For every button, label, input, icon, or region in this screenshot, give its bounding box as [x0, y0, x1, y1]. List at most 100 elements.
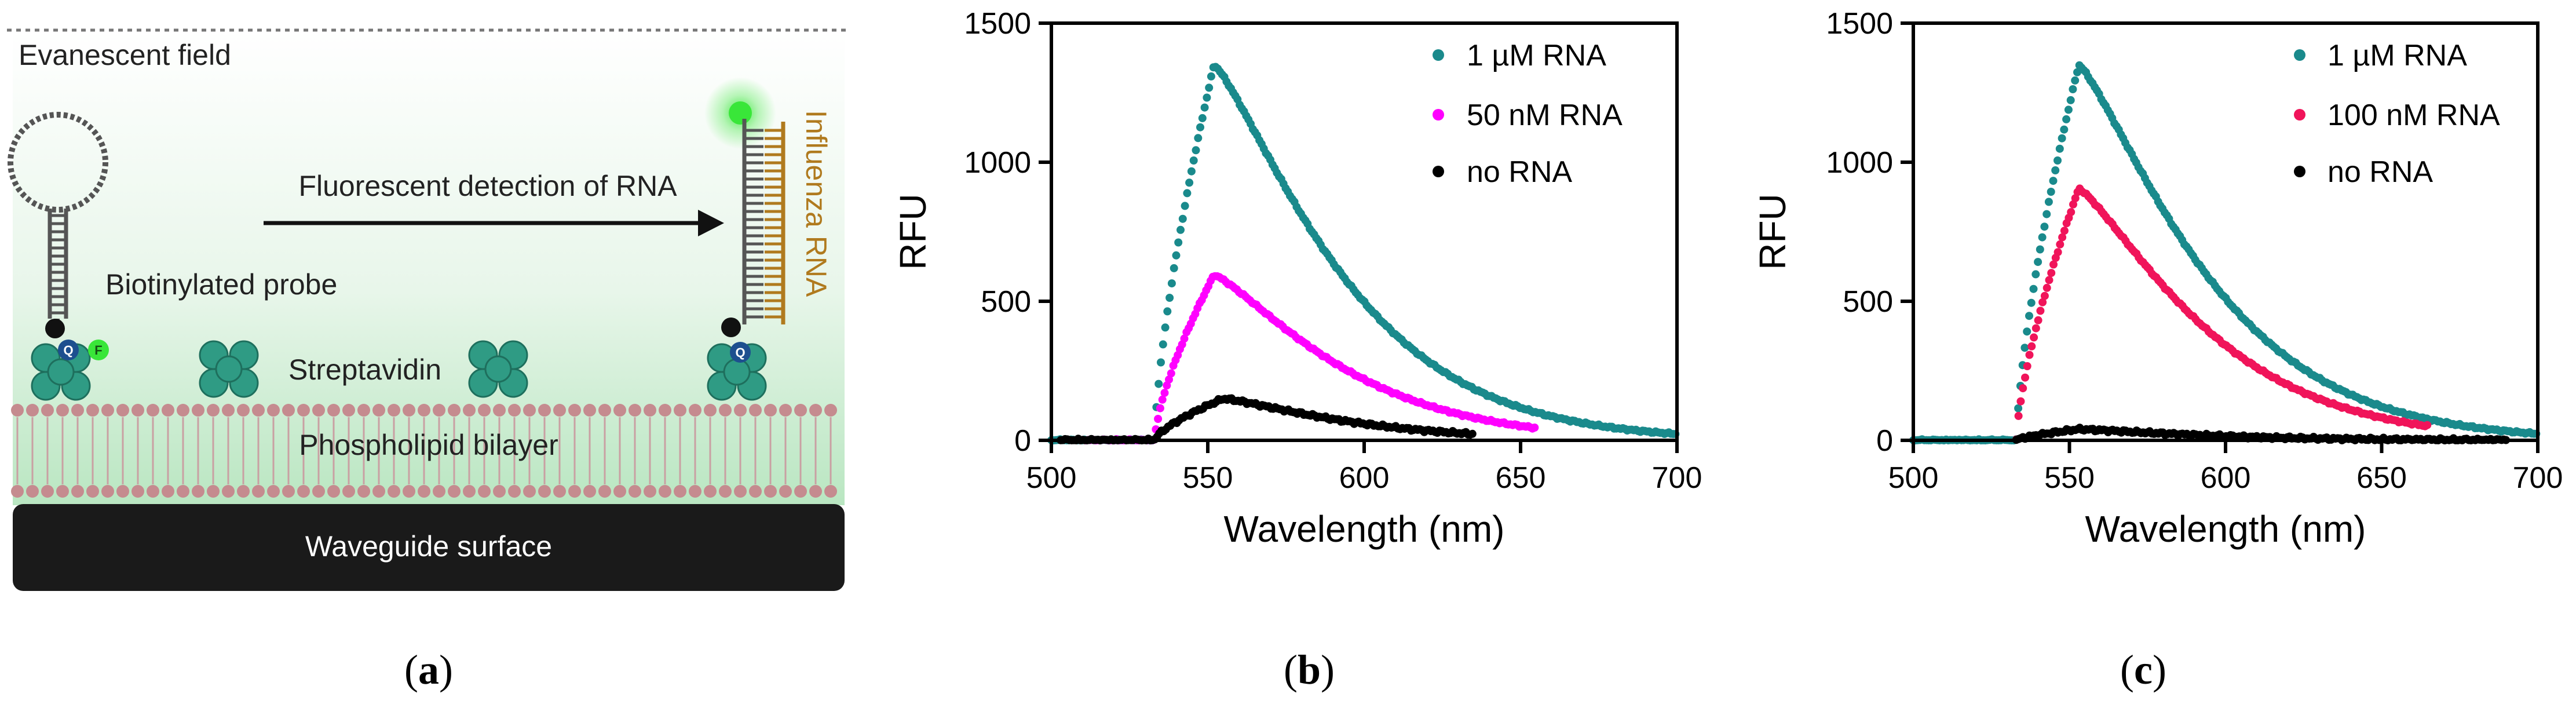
data-point [2025, 312, 2033, 320]
caption-c: (c) [2120, 647, 2166, 693]
lipid-head [207, 485, 220, 498]
x-tick-label: 650 [2356, 461, 2407, 495]
caption-b: (b) [1284, 647, 1335, 693]
data-point [2069, 200, 2077, 209]
lipid-head [11, 404, 24, 417]
lipid-head [418, 404, 430, 417]
lipid-head [192, 404, 204, 417]
lipid-head [508, 485, 521, 498]
lipid-head [207, 404, 220, 417]
lipid-head [177, 485, 189, 498]
data-point [2067, 208, 2076, 217]
lipid-head [372, 404, 385, 417]
waveguide-label: Waveguide surface [305, 530, 552, 563]
data-point [2042, 210, 2051, 218]
lipid-head [508, 404, 521, 417]
data-point [2051, 166, 2060, 174]
panel-a-schematic: Evanescent field Phospholipid bilayer Wa… [0, 0, 857, 705]
lipid-head [794, 404, 807, 417]
series-1 [1081, 272, 1539, 444]
lipid-head [71, 404, 84, 417]
data-point [2040, 222, 2049, 231]
lipid-head [71, 485, 84, 498]
lipid-head [222, 485, 235, 498]
lipid-head [523, 404, 536, 417]
data-point [2036, 306, 2045, 315]
lipid-head [809, 485, 822, 498]
data-point [2423, 421, 2432, 429]
lipid-head [267, 404, 280, 417]
x-tick-label: 700 [2513, 461, 2563, 495]
lipid-head [659, 485, 671, 498]
lipid-head [282, 485, 295, 498]
lipid-head [131, 485, 144, 498]
caption-a: (a) [404, 647, 453, 693]
quencher-letter: Q [63, 343, 73, 357]
y-tick-label: 1000 [1826, 146, 1893, 180]
lipid-head [267, 485, 280, 498]
lipid-head [613, 485, 626, 498]
lipid-head [327, 485, 340, 498]
data-point [2047, 188, 2055, 196]
lipid-head [86, 404, 99, 417]
lipid-head [403, 485, 415, 498]
data-point [1194, 134, 1203, 143]
lipid-head [297, 404, 310, 417]
quencher-letter-right: Q [735, 345, 745, 360]
fluorophore-active-icon [729, 101, 752, 125]
data-point [2047, 269, 2056, 278]
data-point [1170, 264, 1178, 272]
legend-label-c-1: 100 nM RNA [2327, 98, 2500, 132]
y-tick-label: 500 [1843, 285, 1893, 319]
data-point [1172, 251, 1181, 260]
lipid-head [11, 485, 24, 498]
lipid-head [478, 485, 491, 498]
lipid-head [644, 485, 656, 498]
data-point [2069, 85, 2077, 93]
legend-label-c-0: 1 µM RNA [2327, 39, 2467, 72]
data-point [1176, 225, 1185, 234]
lipid-head [252, 485, 265, 498]
data-point [2058, 134, 2066, 143]
lipid-head [357, 404, 370, 417]
data-point [1207, 72, 1215, 81]
data-point [2023, 362, 2031, 370]
lipid-head [162, 485, 174, 498]
lipid-head [538, 485, 551, 498]
y-tick-label: 1000 [964, 146, 1031, 180]
data-point [2034, 258, 2042, 267]
lipid-head [689, 404, 701, 417]
data-point [1196, 123, 1204, 132]
data-point [1203, 93, 1211, 102]
lipid-head [674, 404, 686, 417]
data-point [1157, 358, 1165, 367]
lipid-head [583, 485, 596, 498]
legend-c: 1 µM RNA 100 nM RNA no RNA [2294, 39, 2500, 189]
data-point [1187, 167, 1196, 176]
phospholipid-bilayer [11, 404, 837, 498]
y-tick-label: 1500 [964, 7, 1031, 41]
lipid-head [493, 404, 506, 417]
detection-arrowhead [698, 210, 724, 236]
data-point [2014, 411, 2023, 420]
lipid-head [764, 404, 777, 417]
data-point [1185, 178, 1194, 187]
lipid-head [659, 404, 671, 417]
data-point [1154, 379, 1163, 388]
lipid-head [342, 404, 355, 417]
bilayer-label: Phospholipid bilayer [299, 429, 558, 461]
data-point [1159, 340, 1167, 349]
lipid-head [418, 485, 430, 498]
lipid-head [131, 404, 144, 417]
lipid-head [388, 485, 400, 498]
lipid-head [704, 485, 717, 498]
lipid-head [463, 404, 476, 417]
data-point [2058, 233, 2067, 242]
data-point [1163, 307, 1172, 316]
lipid-head [568, 485, 581, 498]
data-point [1178, 214, 1187, 223]
influenza-rna-label: Influenza RNA [800, 110, 832, 297]
data-point [2044, 198, 2053, 206]
lipid-head [26, 404, 39, 417]
lipid-head [433, 404, 445, 417]
